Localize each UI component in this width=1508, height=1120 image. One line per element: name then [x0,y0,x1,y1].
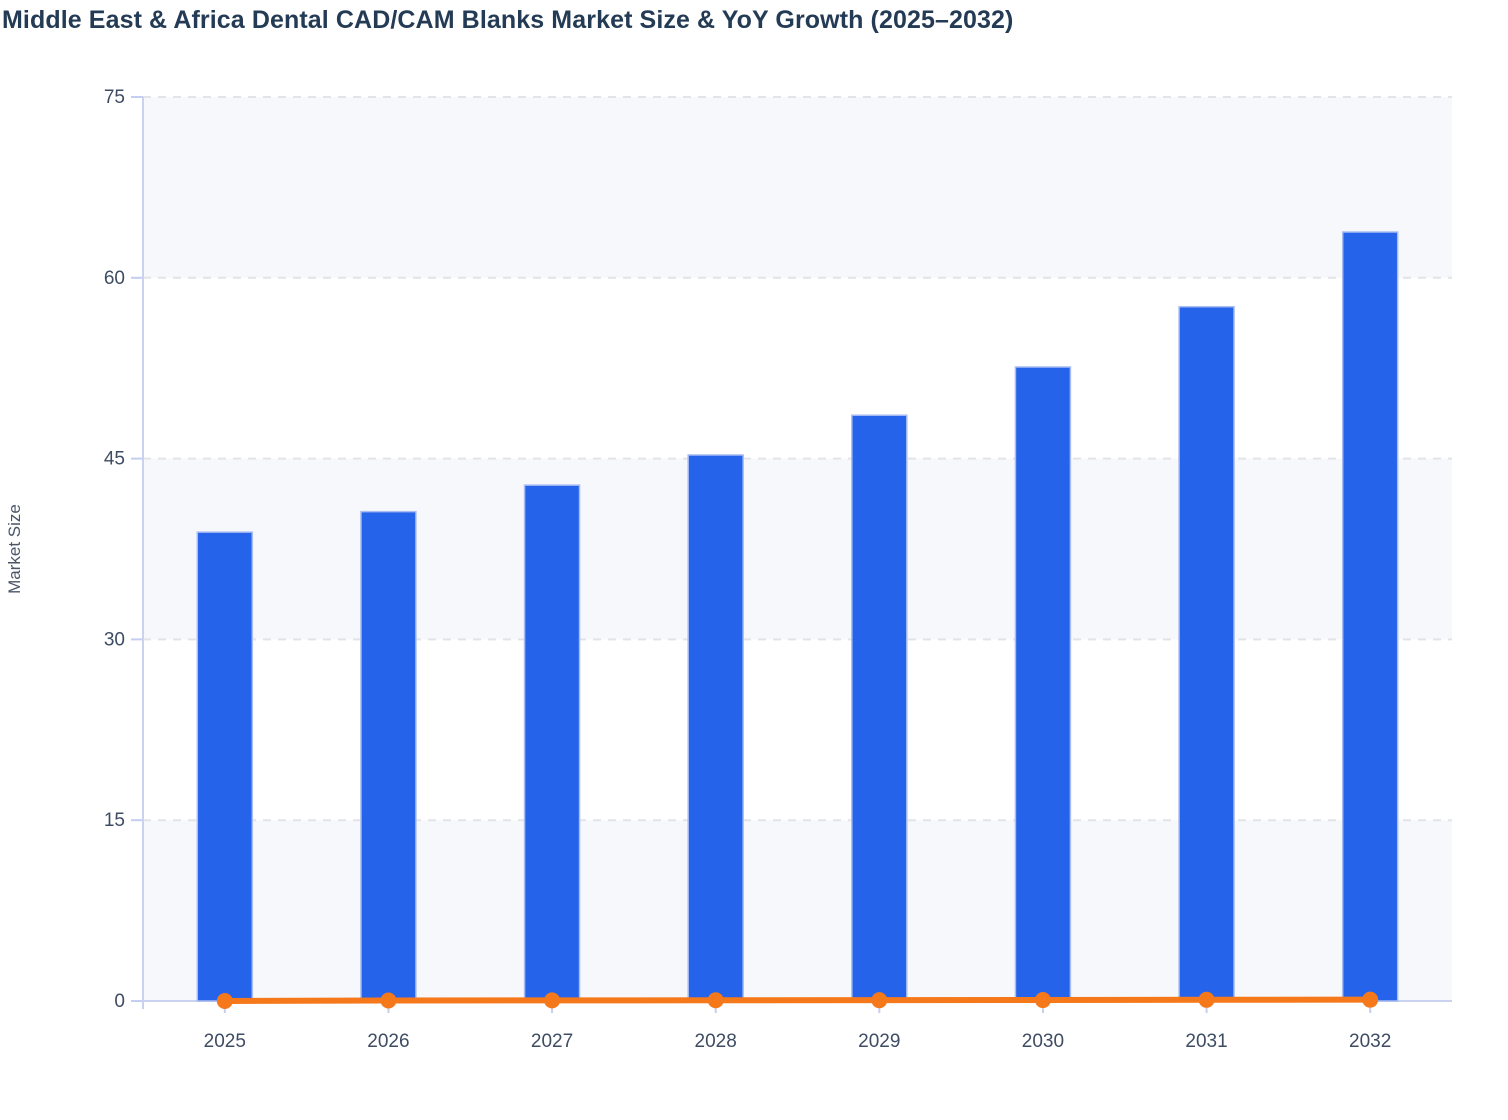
bar-2025 [196,531,254,1002]
bar-2030 [1014,366,1072,1002]
yoy-marker-2031 [1198,991,1215,1008]
yoy-marker-2026 [380,992,397,1009]
plot-band [143,820,1452,1001]
x-tick-label-2027: 2027 [531,1031,573,1052]
bar-2031 [1178,305,1235,1002]
bar-2026 [360,510,417,1002]
y-tick-label-60: 60 [104,268,125,289]
yoy-marker-2028 [707,992,724,1009]
bar-2027 [523,484,581,1002]
y-tick-label-30: 30 [104,629,125,650]
y-tick-label-75: 75 [104,87,125,108]
x-tick-label-2025: 2025 [204,1031,246,1052]
yoy-marker-2029 [871,992,888,1009]
x-tick-label-2026: 2026 [367,1031,409,1052]
x-tick-label-2032: 2032 [1349,1031,1391,1052]
y-tick-label-45: 45 [104,449,125,470]
yoy-growth-line [221,996,1374,1004]
bar-2032 [1341,231,1399,1002]
y-tick-label-15: 15 [104,810,125,831]
y-tick-label-0: 0 [114,991,125,1012]
plot-band [143,458,1452,640]
yoy-marker-2027 [544,992,561,1009]
x-tick-label-2029: 2029 [858,1031,900,1052]
plot-band [143,97,1452,278]
yoy-marker-2025 [216,993,233,1009]
yoy-marker-2030 [1034,992,1051,1009]
x-tick-label-2031: 2031 [1185,1031,1227,1052]
yoy-marker-2032 [1362,991,1379,1008]
x-tick-label-2030: 2030 [1022,1031,1064,1052]
y-axis-title: Market Size [5,504,24,594]
chart-title: Middle East & Africa Dental CAD/CAM Blan… [2,6,1014,34]
bar-2029 [851,414,908,1002]
x-tick-label-2028: 2028 [695,1031,737,1052]
bar-2028 [687,454,744,1002]
